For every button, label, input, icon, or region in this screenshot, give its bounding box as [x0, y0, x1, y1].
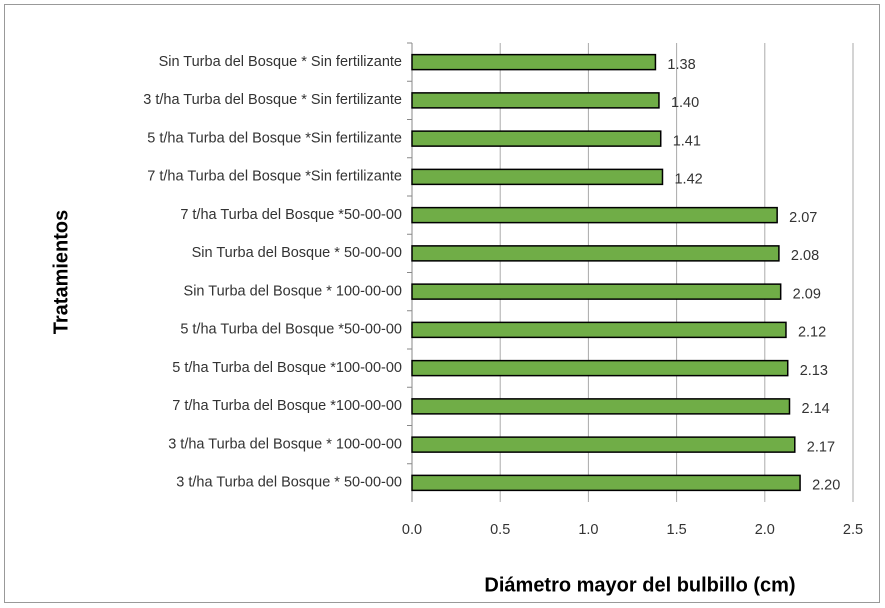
data-label: 2.13 — [800, 363, 828, 379]
y-tick-label: 3 t/ha Turba del Bosque * Sin fertilizan… — [143, 92, 402, 108]
y-tick-label: 7 t/ha Turba del Bosque *Sin fertilizant… — [147, 169, 402, 185]
y-axis-title: Tratamientos — [50, 210, 72, 334]
x-tick-label: 2.5 — [843, 522, 863, 538]
y-tick-label: Sin Turba del Bosque * 50-00-00 — [192, 245, 402, 261]
bar — [411, 53, 657, 71]
y-tick-label: 5 t/ha Turba del Bosque *Sin fertilizant… — [147, 130, 402, 146]
data-label: 2.17 — [807, 439, 835, 455]
y-tick-label: 7 t/ha Turba del Bosque *50-00-00 — [180, 207, 402, 223]
bar — [411, 168, 664, 186]
x-tick-label: 0.5 — [490, 522, 510, 538]
x-axis-title: Diámetro mayor del bulbillo (cm) — [484, 574, 795, 596]
bar — [411, 359, 789, 377]
bar — [411, 398, 791, 415]
bar — [411, 474, 801, 492]
y-tick-label: 3 t/ha Turba del Bosque * 50-00-00 — [176, 475, 402, 491]
x-tick-label: 2.0 — [755, 522, 775, 538]
data-label: 1.42 — [674, 172, 702, 188]
data-label: 2.09 — [793, 286, 821, 302]
bar — [411, 206, 778, 224]
x-tick-label: 1.0 — [578, 522, 598, 538]
data-label: 2.07 — [789, 210, 817, 226]
y-tick-label: 5 t/ha Turba del Bosque *100-00-00 — [172, 360, 402, 376]
data-label: 2.12 — [798, 325, 826, 341]
x-tick-label: 0.0 — [402, 522, 422, 538]
data-label: 1.40 — [671, 95, 699, 111]
y-tick-label: Sin Turba del Bosque * Sin fertilizante — [159, 54, 402, 70]
y-tick-label: 3 t/ha Turba del Bosque * 100-00-00 — [168, 436, 402, 452]
data-label: 1.41 — [673, 133, 701, 149]
bar — [411, 92, 660, 109]
data-label: 2.20 — [812, 478, 840, 494]
y-tick-label: 7 t/ha Turba del Bosque *100-00-00 — [172, 398, 402, 414]
bar — [411, 130, 662, 147]
data-label: 2.08 — [791, 248, 819, 264]
data-label: 2.14 — [801, 401, 829, 417]
y-tick-label: 5 t/ha Turba del Bosque *50-00-00 — [180, 322, 402, 338]
bar — [411, 436, 796, 453]
bar — [411, 283, 782, 300]
x-tick-label: 1.5 — [667, 522, 687, 538]
data-label: 1.38 — [667, 57, 695, 73]
bar — [411, 321, 787, 339]
y-tick-label: Sin Turba del Bosque * 100-00-00 — [184, 283, 402, 299]
bar — [411, 245, 780, 262]
